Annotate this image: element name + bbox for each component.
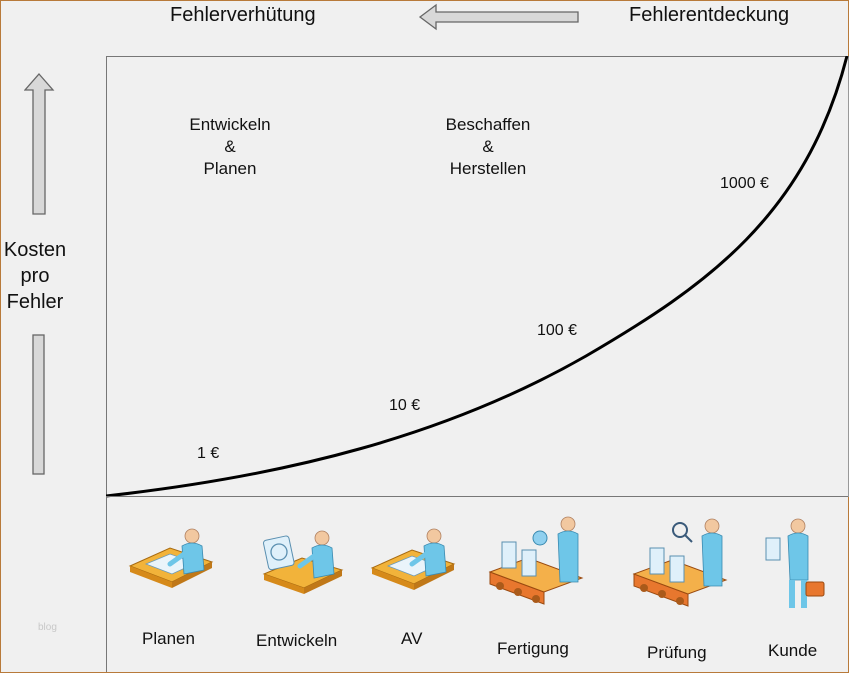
y-axis-title: Kosten pro Fehler: [0, 237, 70, 315]
axis-bar-icon: [32, 334, 45, 475]
developing-desk-icon: [262, 530, 344, 594]
phase1-line3: Planen: [203, 159, 257, 178]
stage-label-entwickeln: Entwickeln: [256, 631, 338, 650]
detection-label: Fehlerentdeckung: [629, 4, 790, 26]
y-title-line3: Fehler: [6, 291, 64, 313]
stage-label-pruefung: Prüfung: [647, 643, 707, 662]
cost-label-10: 10 €: [389, 397, 421, 414]
stage-label-av: AV: [401, 629, 423, 648]
stage-label-kunde: Kunde: [768, 641, 818, 660]
cost-label-1000: 1000 €: [720, 175, 769, 192]
customer-icon: [765, 518, 825, 608]
phase-develop-plan: Entwickeln & Planen: [178, 114, 282, 180]
planning-desk-icon: [128, 528, 214, 588]
left-arrow-icon: [418, 3, 579, 31]
stage-label-fertigung: Fertigung: [497, 639, 569, 658]
phase1-line1: Entwickeln: [189, 115, 271, 134]
y-title-line1: Kosten: [3, 239, 67, 261]
y-title-line2: pro: [20, 265, 50, 287]
phase2-line3: Herstellen: [449, 159, 527, 178]
inspection-conveyor-icon: [632, 518, 728, 607]
cost-chart-area: [106, 56, 849, 497]
stage-label-planen: Planen: [142, 629, 195, 648]
watermark: blog: [38, 622, 57, 633]
cost-label-100: 100 €: [537, 322, 578, 339]
prevention-label: Fehlerverhütung: [170, 4, 316, 26]
phase-procure-produce: Beschaffen & Herstellen: [432, 114, 544, 180]
phase2-line2: &: [482, 137, 494, 156]
phase2-line1: Beschaffen: [445, 115, 531, 134]
stages-area: [106, 496, 848, 672]
phase1-line2: &: [224, 137, 236, 156]
cost-label-1: 1 €: [197, 445, 220, 462]
manufacturing-conveyor-icon: [488, 516, 584, 605]
work-preparation-desk-icon: [370, 528, 456, 590]
up-arrow-icon: [24, 73, 55, 215]
cost-curve: [106, 56, 849, 498]
